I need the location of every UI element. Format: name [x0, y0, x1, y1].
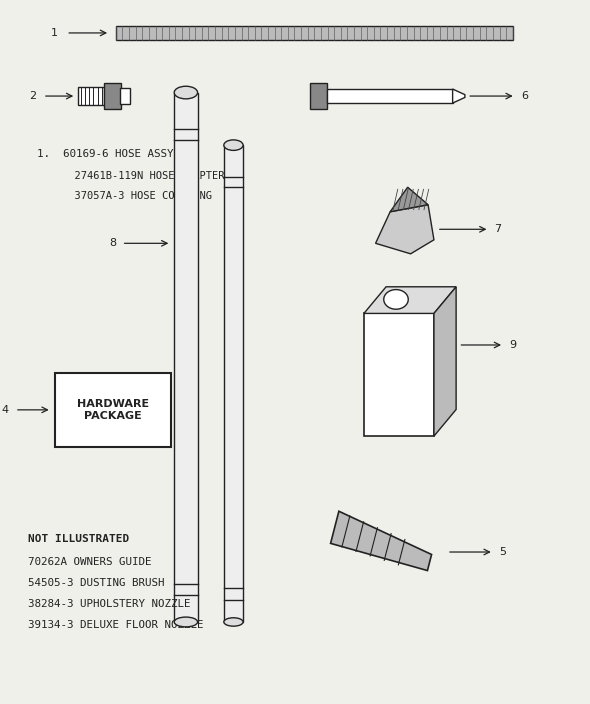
Text: 70262A OWNERS GUIDE: 70262A OWNERS GUIDE: [28, 557, 152, 567]
Ellipse shape: [174, 617, 198, 627]
Bar: [174, 92, 198, 622]
Polygon shape: [390, 187, 428, 212]
Bar: [104, 83, 120, 109]
Ellipse shape: [174, 86, 198, 99]
Text: 7: 7: [494, 225, 501, 234]
Text: 37057A-3 HOSE COUPLING: 37057A-3 HOSE COUPLING: [37, 191, 212, 201]
Bar: [78, 87, 104, 105]
Text: 9: 9: [509, 340, 516, 350]
Bar: [310, 83, 327, 109]
Text: 38284-3 UPHOLSTERY NOZZLE: 38284-3 UPHOLSTERY NOZZLE: [28, 599, 191, 609]
Bar: [224, 145, 243, 622]
Text: 39134-3 DELUXE FLOOR NOZZLE: 39134-3 DELUXE FLOOR NOZZLE: [28, 620, 204, 630]
Text: 5: 5: [499, 547, 506, 557]
Text: 2: 2: [30, 91, 37, 101]
Text: 4: 4: [1, 405, 8, 415]
Text: HARDWARE
PACKAGE: HARDWARE PACKAGE: [77, 399, 149, 421]
Polygon shape: [376, 205, 434, 254]
Text: 8: 8: [109, 239, 116, 249]
Polygon shape: [330, 511, 431, 570]
Text: 6: 6: [521, 91, 528, 101]
Polygon shape: [434, 287, 456, 436]
Text: 1: 1: [51, 28, 58, 38]
Bar: [120, 87, 130, 104]
Text: NOT ILLUSTRATED: NOT ILLUSTRATED: [28, 534, 130, 544]
Bar: [116, 26, 513, 40]
Bar: [364, 313, 434, 436]
Polygon shape: [364, 287, 456, 313]
Bar: [54, 373, 171, 446]
Ellipse shape: [224, 140, 243, 151]
Ellipse shape: [384, 289, 408, 309]
Polygon shape: [453, 89, 465, 103]
Text: 1.  60169-6 HOSE ASSY: 1. 60169-6 HOSE ASSY: [37, 149, 173, 158]
Text: 54505-3 DUSTING BRUSH: 54505-3 DUSTING BRUSH: [28, 578, 165, 588]
Bar: [327, 89, 453, 103]
Ellipse shape: [224, 618, 243, 626]
Text: 27461B-119N HOSE ADAPTER: 27461B-119N HOSE ADAPTER: [37, 171, 225, 181]
